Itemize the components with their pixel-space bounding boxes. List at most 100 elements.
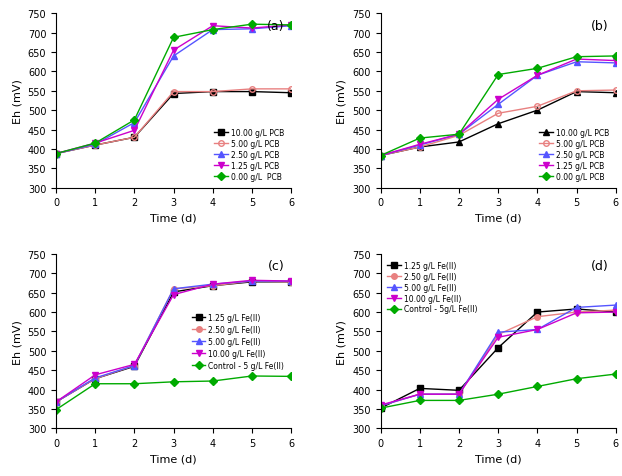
5.00 g/L Fe(II) [52,399,60,405]
0.00 g/L PCB [377,153,384,159]
2.50 g/L PCB [248,27,256,32]
Control - 5g/L Fe(II) [573,376,580,382]
0.00 g/L PCB [494,72,502,78]
0.00 g/L PCB [416,136,424,142]
5.00 g/L PCB [416,145,424,150]
Text: (a): (a) [267,20,284,32]
10.00 g/L Fe(II) [248,278,256,284]
2.50 g/L Fe(II) [52,399,60,405]
Control - 5 g/L Fe(II) [91,381,99,387]
2.50 g/L PCB [91,142,99,148]
1.25 g/L Fe(II) [534,309,541,315]
0.00 g/L PCB [534,66,541,72]
5.00 g/L PCB [612,88,620,94]
5.00 g/L Fe(II) [534,327,541,333]
Line: 1.25 g/L Fe(II): 1.25 g/L Fe(II) [378,307,618,411]
1.25 g/L Fe(II) [416,386,424,391]
10.00 g/L Fe(II) [170,292,177,298]
10.00 g/L PCB [612,91,620,97]
2.50 g/L PCB [209,28,216,33]
10.00 g/L Fe(II) [416,392,424,397]
Control - 5g/L Fe(II) [377,406,384,411]
Control - 5 g/L Fe(II) [131,381,138,387]
1.25 g/L PCB [573,57,580,63]
Line: 1.25 g/L Fe(II): 1.25 g/L Fe(II) [53,279,294,405]
Line: 10.00 g/L PCB: 10.00 g/L PCB [378,89,618,159]
1.25 g/L Fe(II) [494,345,502,351]
2.50 g/L PCB [494,102,502,108]
2.50 g/L Fe(II) [534,314,541,320]
0.00 g/L  PCB [209,28,216,33]
5.00 g/L Fe(II) [170,287,177,292]
Line: 5.00 g/L Fe(II): 5.00 g/L Fe(II) [378,303,618,409]
Legend: 10.00 g/L PCB, 5.00 g/L PCB, 2.50 g/L PCB, 1.25 g/L PCB, 0.00 g/L  PCB: 10.00 g/L PCB, 5.00 g/L PCB, 2.50 g/L PC… [211,126,287,185]
5.00 g/L Fe(II) [416,392,424,397]
2.50 g/L PCB [573,60,580,66]
10.00 g/L PCB [209,89,216,95]
2.50 g/L Fe(II) [287,279,295,285]
Line: 0.00 g/L  PCB: 0.00 g/L PCB [53,22,294,157]
10.00 g/L Fe(II) [455,392,463,397]
5.00 g/L PCB [494,111,502,117]
Y-axis label: Eh (mV): Eh (mV) [12,319,22,364]
Legend: 10.00 g/L PCB, 5.00 g/L PCB, 2.50 g/L PCB, 1.25 g/L PCB, 0.00 g/L PCB: 10.00 g/L PCB, 5.00 g/L PCB, 2.50 g/L PC… [536,126,612,185]
5.00 g/L PCB [170,89,177,95]
10.00 g/L Fe(II) [534,327,541,333]
5.00 g/L Fe(II) [209,282,216,288]
10.00 g/L Fe(II) [612,309,620,315]
10.00 g/L Fe(II) [494,335,502,340]
1.25 g/L PCB [52,151,60,157]
1.25 g/L PCB [455,132,463,138]
Line: Control - 5 g/L Fe(II): Control - 5 g/L Fe(II) [53,374,294,413]
10.00 g/L PCB [377,153,384,159]
0.00 g/L PCB [612,54,620,60]
Line: 5.00 g/L Fe(II): 5.00 g/L Fe(II) [53,278,294,405]
Control - 5 g/L Fe(II) [209,378,216,384]
10.00 g/L PCB [455,140,463,146]
5.00 g/L PCB [287,87,295,92]
1.25 g/L Fe(II) [287,279,295,285]
1.25 g/L Fe(II) [377,406,384,411]
1.25 g/L Fe(II) [131,364,138,369]
2.50 g/L PCB [534,73,541,79]
2.50 g/L Fe(II) [494,332,502,337]
5.00 g/L Fe(II) [91,375,99,381]
5.00 g/L PCB [209,89,216,95]
X-axis label: Time (d): Time (d) [151,214,197,224]
1.25 g/L PCB [248,26,256,32]
10.00 g/L Fe(II) [209,282,216,288]
Line: 10.00 g/L Fe(II): 10.00 g/L Fe(II) [53,278,294,405]
2.50 g/L Fe(II) [573,309,580,315]
Line: 2.50 g/L PCB: 2.50 g/L PCB [53,24,294,157]
5.00 g/L PCB [534,104,541,110]
5.00 g/L Fe(II) [248,278,256,284]
Control - 5 g/L Fe(II) [52,407,60,413]
Control - 5 g/L Fe(II) [287,374,295,379]
1.25 g/L PCB [170,48,177,54]
Line: 10.00 g/L Fe(II): 10.00 g/L Fe(II) [378,309,618,408]
2.50 g/L PCB [131,120,138,126]
10.00 g/L PCB [248,89,256,95]
1.25 g/L Fe(II) [209,283,216,289]
5.00 g/L Fe(II) [494,330,502,336]
Control - 5 g/L Fe(II) [170,379,177,385]
1.25 g/L PCB [377,153,384,159]
10.00 g/L PCB [494,122,502,128]
Control - 5g/L Fe(II) [612,371,620,377]
5.00 g/L PCB [573,89,580,94]
1.25 g/L PCB [494,97,502,103]
5.00 g/L Fe(II) [573,305,580,311]
0.00 g/L PCB [455,132,463,138]
5.00 g/L PCB [52,151,60,157]
2.50 g/L Fe(II) [248,278,256,284]
1.25 g/L PCB [416,142,424,148]
Line: 10.00 g/L PCB: 10.00 g/L PCB [53,89,294,157]
Control - 5g/L Fe(II) [494,392,502,397]
2.50 g/L Fe(II) [377,403,384,409]
0.00 g/L  PCB [287,23,295,29]
1.25 g/L PCB [131,128,138,134]
10.00 g/L Fe(II) [377,402,384,408]
10.00 g/L Fe(II) [287,278,295,284]
2.50 g/L Fe(II) [131,363,138,368]
Line: 1.25 g/L PCB: 1.25 g/L PCB [378,57,618,159]
